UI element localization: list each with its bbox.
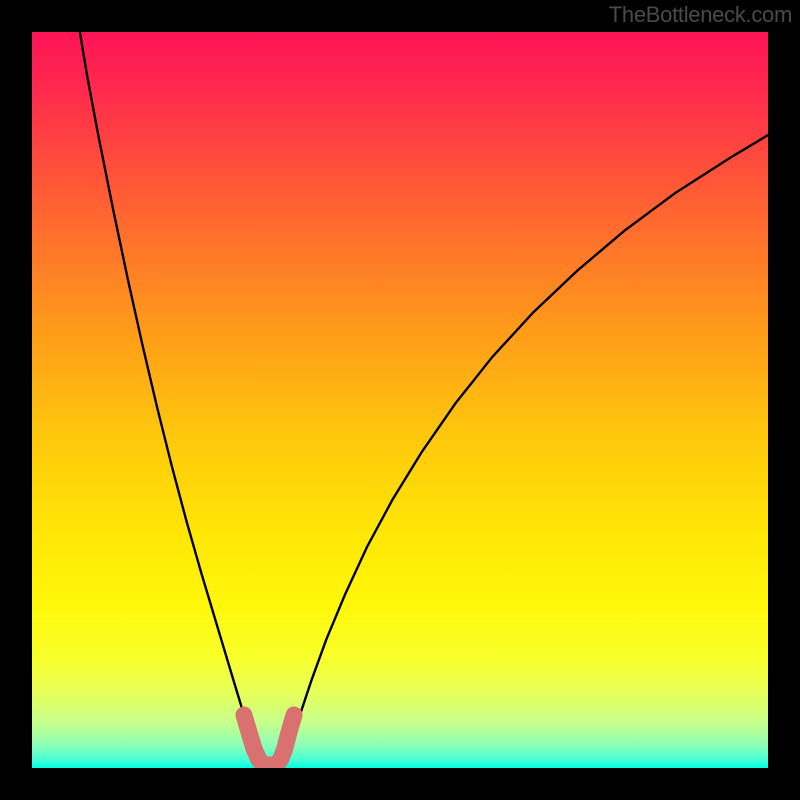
watermark-text: TheBottleneck.com [609, 2, 792, 28]
bottleneck-chart [32, 32, 768, 768]
chart-container [32, 32, 768, 768]
